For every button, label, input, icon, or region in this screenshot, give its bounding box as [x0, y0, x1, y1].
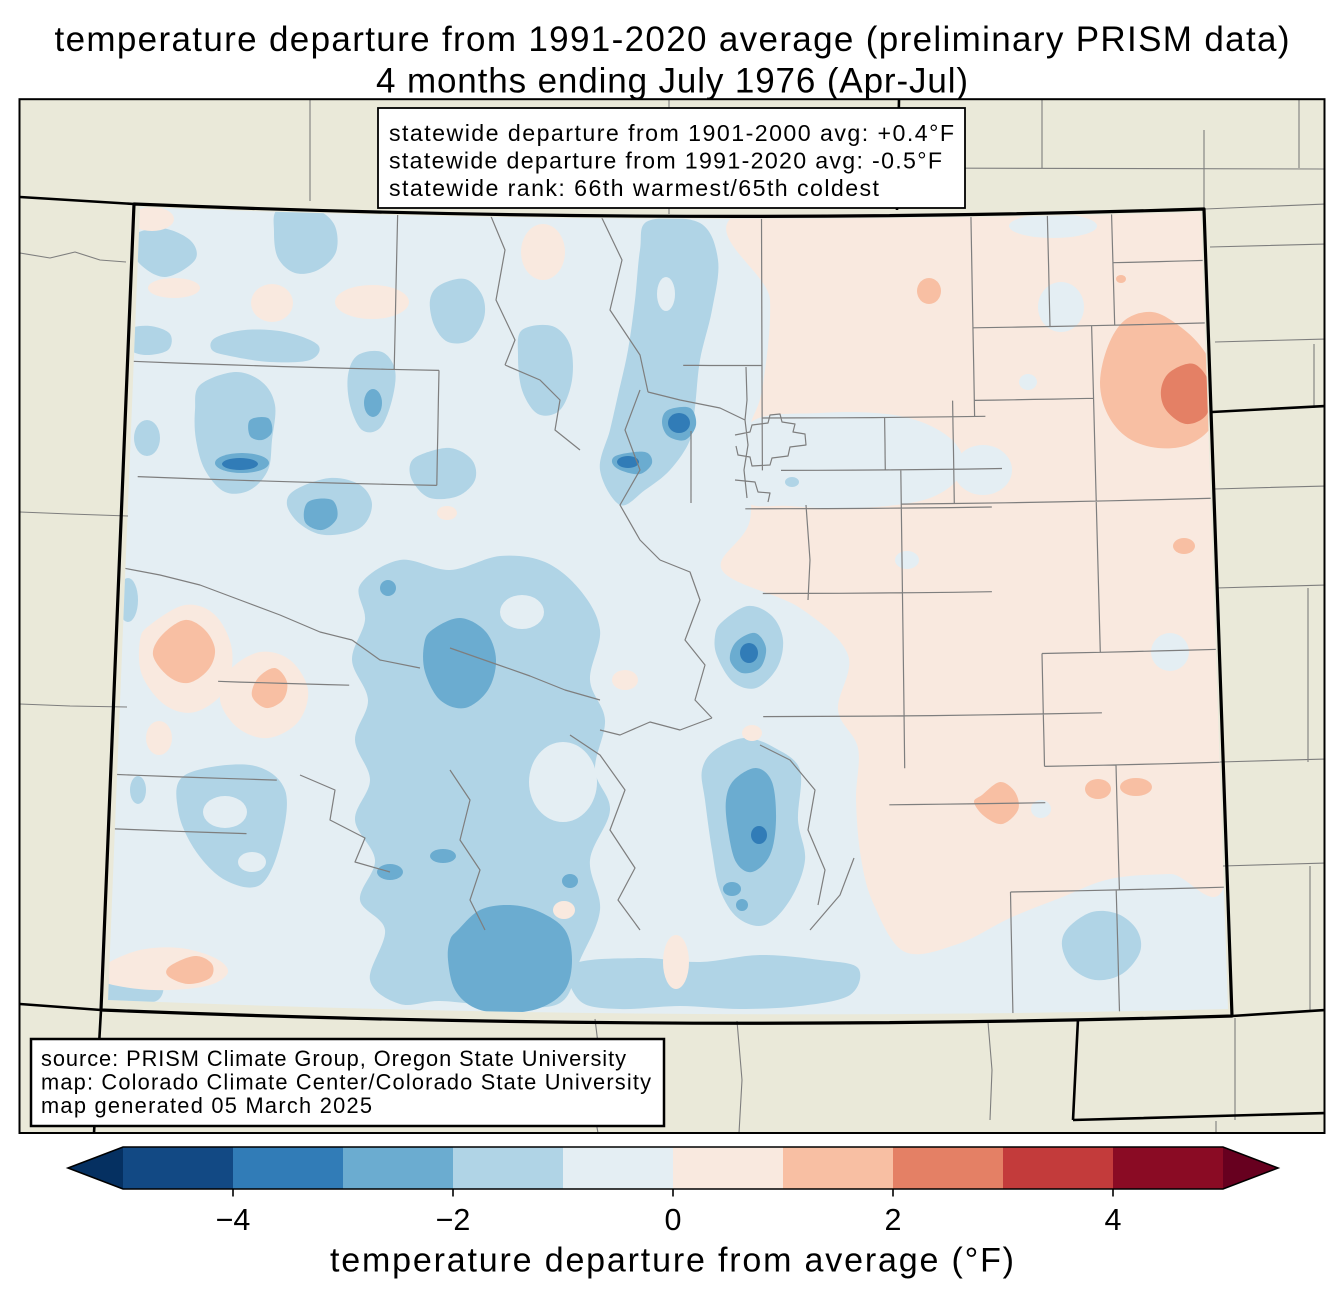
svg-text:map generated 05 March 2025: map generated 05 March 2025	[41, 1093, 372, 1118]
svg-text:statewide rank: 66th warmest/6: statewide rank: 66th warmest/65th coldes…	[389, 175, 880, 201]
svg-text:4: 4	[1105, 1203, 1122, 1237]
svg-text:map: Colorado Climate Center/C: map: Colorado Climate Center/Colorado St…	[41, 1070, 651, 1095]
svg-text:statewide departure from 1901-: statewide departure from 1901-2000 avg: …	[389, 120, 954, 146]
svg-text:temperature departure from 199: temperature departure from 1991-2020 ave…	[55, 20, 1290, 59]
svg-text:statewide departure from 1991-: statewide departure from 1991-2020 avg: …	[389, 148, 942, 174]
svg-text:−4: −4	[216, 1203, 251, 1237]
svg-text:2: 2	[885, 1203, 902, 1237]
svg-text:4 months ending July 1976 (Apr: 4 months ending July 1976 (Apr-Jul)	[376, 62, 968, 101]
svg-text:source: PRISM Climate Group, O: source: PRISM Climate Group, Oregon Stat…	[41, 1046, 626, 1071]
svg-text:temperature departure from ave: temperature departure from average (°F)	[330, 1242, 1014, 1280]
svg-text:0: 0	[665, 1203, 682, 1237]
svg-text:−2: −2	[436, 1203, 471, 1237]
